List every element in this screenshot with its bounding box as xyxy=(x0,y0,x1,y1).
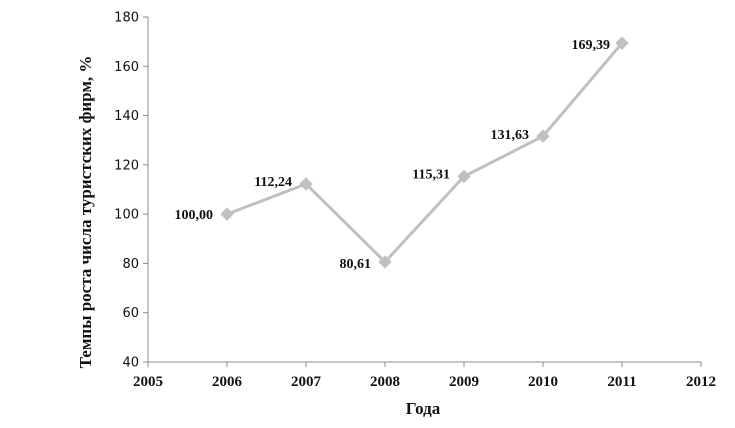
y-tick-label: 40 xyxy=(122,356,139,371)
axes xyxy=(143,16,702,367)
data-label: 131,63 xyxy=(491,128,530,143)
series-line xyxy=(226,42,624,264)
data-labels: 100,00 112,24 80,61 115,31 131,63 169,39 xyxy=(175,38,611,272)
data-point-marker xyxy=(615,36,629,50)
x-tick-label: 2008 xyxy=(370,374,400,390)
y-axis-title: Темпы роста числа туристских фирм, % xyxy=(76,56,95,369)
y-tick-label: 180 xyxy=(114,11,139,26)
x-tick-label: 2007 xyxy=(291,374,322,390)
data-point-marker xyxy=(220,207,234,221)
data-point-marker xyxy=(378,255,392,269)
x-tick-label: 2005 xyxy=(133,374,163,390)
x-tick-label: 2006 xyxy=(212,374,243,390)
data-point-marker xyxy=(457,169,471,184)
data-label: 169,39 xyxy=(572,38,611,53)
series-layer xyxy=(220,36,629,269)
data-point-marker xyxy=(536,129,550,143)
data-label: 115,31 xyxy=(412,167,450,182)
y-tick-label: 140 xyxy=(114,109,139,124)
x-tick-label: 2011 xyxy=(607,374,636,390)
x-tick-label: 2012 xyxy=(686,374,716,390)
data-label: 80,61 xyxy=(340,257,372,272)
y-tick-label: 80 xyxy=(122,257,139,272)
data-label: 112,24 xyxy=(254,175,292,190)
y-tick-label: 120 xyxy=(114,158,139,173)
tick-labels: 40 60 80 100 120 140 160 180 2005 2006 2007 2008 200… xyxy=(114,11,716,391)
data-label: 100,00 xyxy=(175,208,214,223)
y-tick-label: 160 xyxy=(114,60,139,75)
x-axis-title: Года xyxy=(406,399,441,418)
y-tick-label: 60 xyxy=(122,306,139,321)
x-tick-label: 2009 xyxy=(449,374,479,390)
x-tick-label: 2010 xyxy=(528,374,558,390)
y-tick-label: 100 xyxy=(114,208,139,223)
data-point-marker xyxy=(299,177,313,191)
